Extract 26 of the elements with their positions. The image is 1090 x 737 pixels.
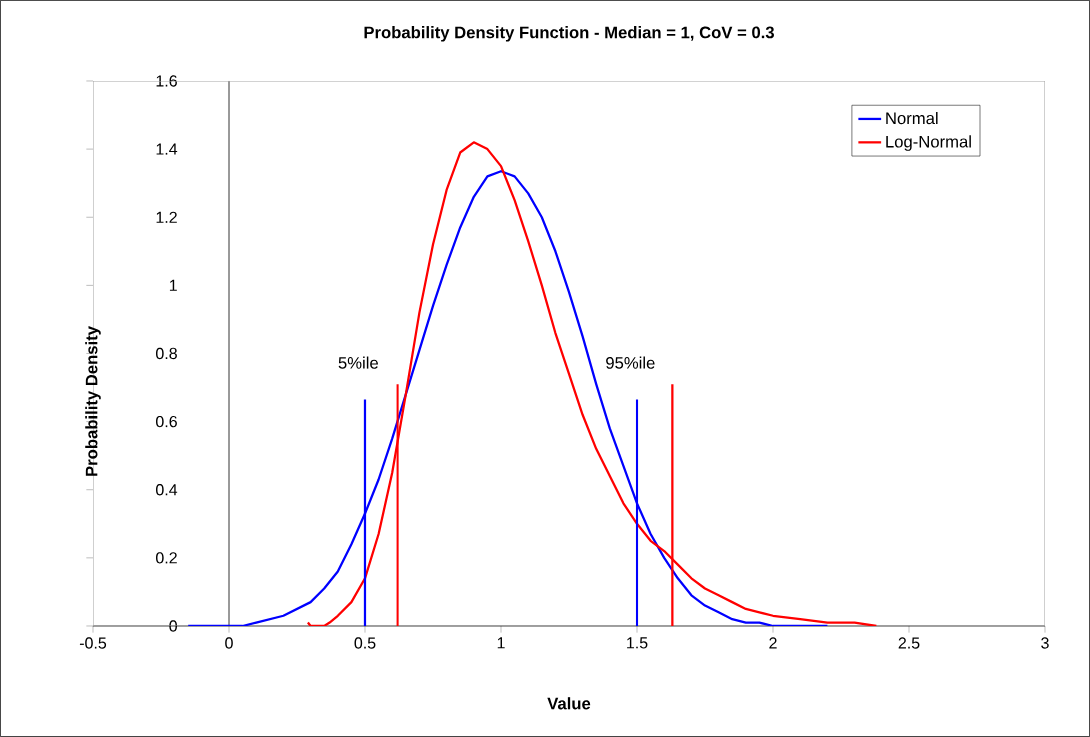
- x-tick-label: -0.5: [79, 637, 107, 649]
- legend-label: Normal: [886, 111, 938, 125]
- y-tick-label: 0.2: [156, 552, 177, 564]
- y-tick-label: 1.2: [156, 211, 177, 223]
- x-tick-label: 0.5: [354, 637, 376, 649]
- x-tick-label: 0: [225, 637, 233, 649]
- x-tick-label: 2.5: [898, 637, 920, 649]
- x-tick-label: 2: [769, 637, 777, 649]
- y-tick-label: 0.6: [156, 415, 177, 428]
- y-tick-label: 1: [169, 279, 177, 291]
- y-tick-label: 0.8: [156, 347, 177, 360]
- x-tick-label: 1.5: [627, 637, 648, 649]
- x-axis-title: Value: [547, 697, 591, 710]
- y-tick-label: 1.4: [156, 143, 178, 155]
- y-axis-title: Probability Density: [85, 326, 101, 476]
- line-series: [187, 170, 829, 626]
- chart-title: Probability Density Function - Median = 1, CoV = 0.3: [364, 26, 774, 42]
- y-tick-label: 0.4: [156, 484, 178, 496]
- y-tick-label: 1.6: [156, 75, 177, 87]
- x-tick-label: 1: [497, 637, 505, 649]
- annotation: 95%ile: [606, 356, 655, 369]
- annotation: 5%ile: [338, 356, 378, 369]
- y-tick-label: 0: [169, 620, 178, 632]
- line-series: [306, 141, 878, 626]
- legend-label: Log-Normal: [886, 135, 971, 151]
- x-tick-label: 3: [1041, 637, 1049, 649]
